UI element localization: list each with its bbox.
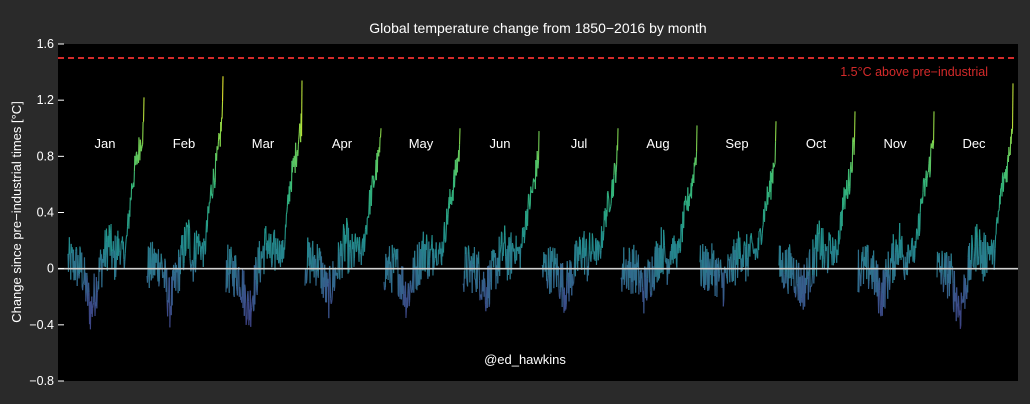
credit-label: @ed_hawkins (484, 352, 566, 367)
y-tick-label: 0.4 (37, 206, 54, 220)
series-jan (67, 97, 145, 330)
series-oct (778, 111, 856, 310)
month-label-oct: Oct (806, 136, 827, 151)
series-jul (541, 128, 619, 313)
month-label-apr: Apr (332, 136, 353, 151)
series-jun (462, 131, 540, 312)
y-tick-label: 1.6 (37, 37, 54, 51)
month-label-mar: Mar (252, 136, 275, 151)
series-may (383, 128, 461, 318)
month-labels: Jan Feb Mar Apr May Jun Jul Aug Sep Oct Nov Dec (95, 136, 987, 151)
y-tick-label: 1.2 (37, 93, 54, 107)
series-sep (699, 121, 777, 307)
y-axis-ticks: −0.8 −0.4 0 0.4 0.8 1.2 1.6 (29, 37, 64, 388)
chart-title: Global temperature change from 1850−2016… (369, 20, 706, 36)
month-label-dec: Dec (962, 136, 986, 151)
month-label-sep: Sep (725, 136, 748, 151)
series-feb (146, 76, 224, 328)
y-tick-label: −0.4 (29, 318, 54, 332)
threshold-label: 1.5°C above pre−industrial (840, 65, 988, 79)
series-mar (225, 80, 303, 327)
month-label-nov: Nov (883, 136, 907, 151)
y-tick-label: 0 (47, 262, 54, 276)
y-tick-label: 0.8 (37, 149, 54, 163)
y-axis-label: Change since pre−industrial times [°C] (9, 101, 24, 323)
plot-area (58, 44, 1018, 381)
series-nov (857, 111, 935, 317)
month-label-feb: Feb (173, 136, 195, 151)
series-apr (304, 128, 382, 319)
month-label-aug: Aug (646, 136, 669, 151)
month-label-jul: Jul (571, 136, 588, 151)
series-layer (67, 76, 1014, 330)
month-label-may: May (409, 136, 434, 151)
y-tick-label: −0.8 (29, 374, 54, 388)
month-label-jan: Jan (95, 136, 116, 151)
month-label-jun: Jun (490, 136, 511, 151)
